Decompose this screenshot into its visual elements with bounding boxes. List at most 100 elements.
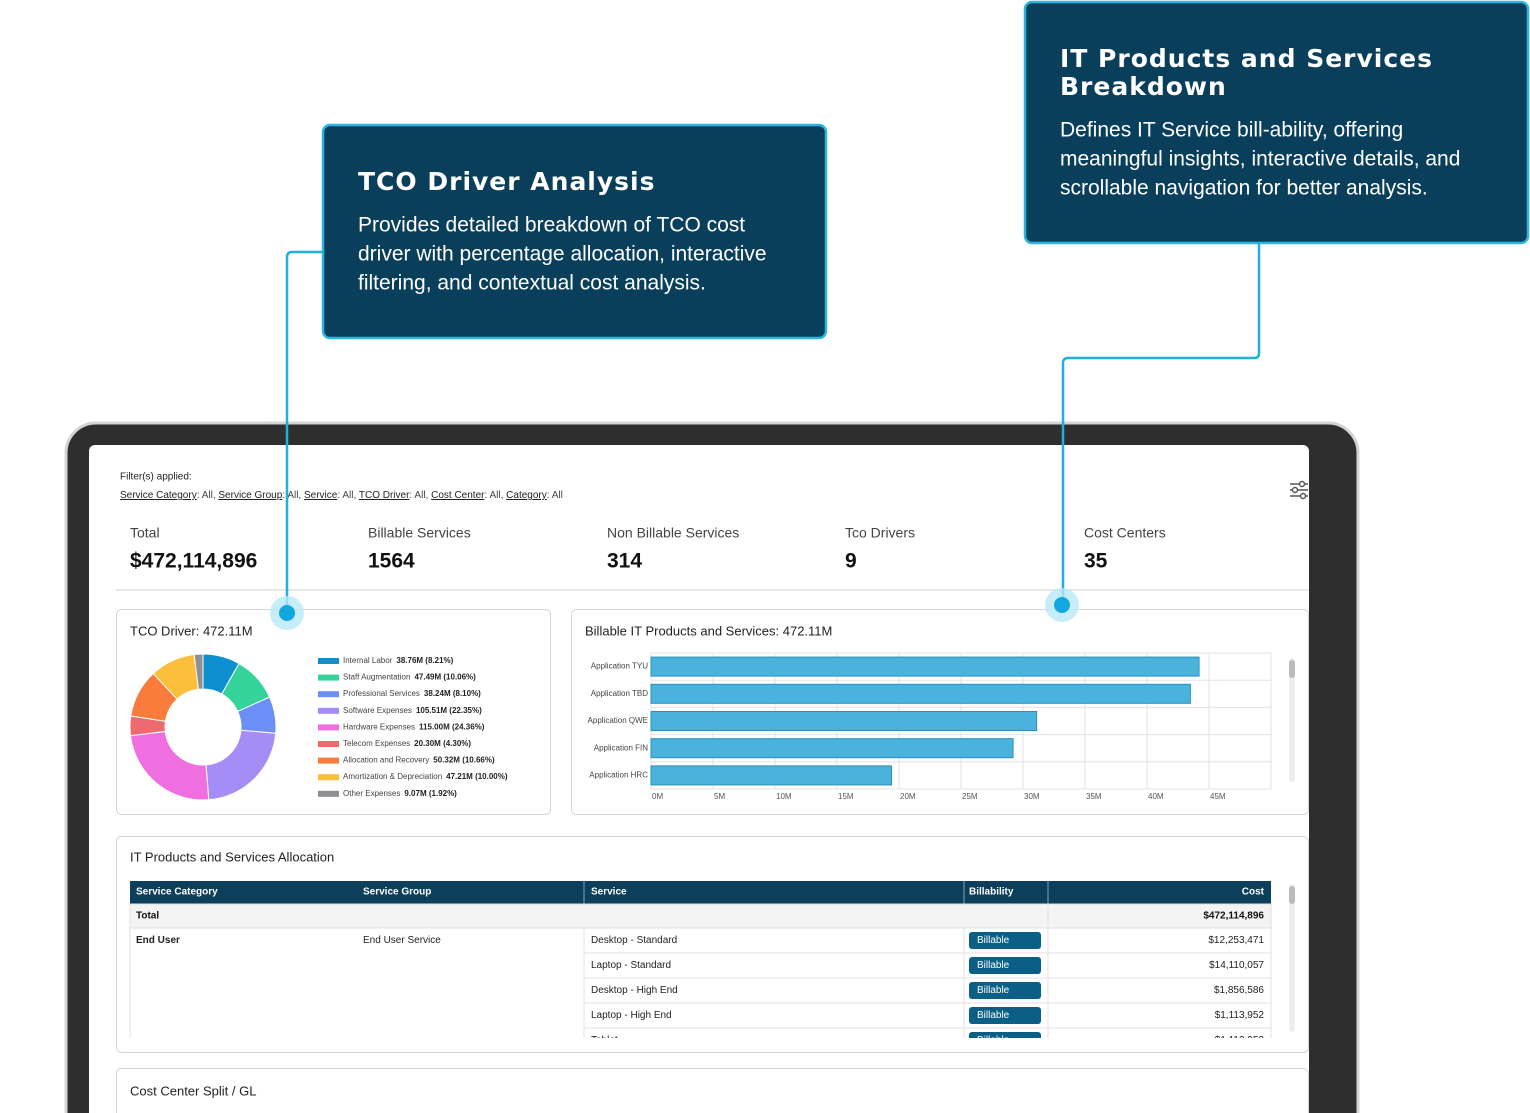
- bar[interactable]: [650, 711, 1038, 731]
- billability: Billable: [977, 1010, 1010, 1021]
- table-cell: Laptop - Standard: [591, 960, 671, 971]
- table-cell: End User Service: [363, 935, 441, 946]
- total-label: Total: [136, 911, 159, 922]
- billability: Billable: [977, 985, 1010, 996]
- total-value: $472,114,896: [1203, 911, 1264, 922]
- filter-value: : All,: [197, 490, 219, 501]
- callout-text: Defines IT Service bill-ability, offerin…: [1060, 119, 1403, 142]
- billability: Billable: [977, 935, 1010, 946]
- column-header: Service Group: [363, 887, 431, 898]
- x-tick-label: 25M: [962, 792, 978, 801]
- bar[interactable]: [650, 656, 1200, 677]
- x-tick-label: 30M: [1024, 792, 1040, 801]
- legend-name: Hardware Expenses: [343, 723, 415, 732]
- legend-value: 9.07M (1.92%): [404, 789, 457, 798]
- table-header: [130, 881, 1271, 904]
- legend-value: 50.32M (10.66%): [433, 756, 495, 765]
- billability-badge[interactable]: [969, 1032, 1041, 1049]
- column-header: Billability: [969, 887, 1014, 898]
- filter-value: : All: [547, 490, 563, 501]
- table-cell: $1,856,586: [1214, 985, 1264, 996]
- legend-swatch: [318, 741, 339, 747]
- legend-swatch: [318, 674, 339, 681]
- legend-name: Other Expenses: [343, 789, 400, 798]
- x-tick-label: 40M: [1148, 792, 1164, 801]
- legend-entry[interactable]: Staff Augmentation 47.49M (10.06%): [343, 673, 476, 682]
- filter-key[interactable]: Category: [506, 490, 547, 501]
- legend-swatch: [318, 774, 339, 781]
- table-cell: Desktop - Standard: [591, 935, 677, 946]
- hotspot[interactable]: [279, 605, 295, 621]
- y-tick-label: Application HRC: [589, 771, 648, 780]
- legend-entry[interactable]: Internal Labor 38.76M (8.21%): [343, 656, 454, 665]
- legend-entry[interactable]: Professional Services 38.24M (8.10%): [343, 689, 481, 698]
- billability-badge[interactable]: [969, 932, 1041, 949]
- kpi-label: Non Billable Services: [607, 525, 739, 541]
- donut-slice[interactable]: [193, 653, 204, 690]
- kpi-label: Billable Services: [368, 525, 471, 541]
- legend-name: Software Expenses: [343, 706, 412, 715]
- x-tick-label: 20M: [900, 792, 916, 801]
- connector: [285, 250, 323, 613]
- billability-badge[interactable]: [969, 957, 1041, 974]
- legend-entry[interactable]: Other Expenses 9.07M (1.92%): [343, 789, 457, 798]
- bar[interactable]: [650, 683, 1191, 704]
- filter-key[interactable]: TCO Driver: [359, 490, 410, 501]
- filter-key[interactable]: Service: [304, 490, 338, 501]
- filter-line: Service Category: All, Service Group: Al…: [120, 490, 563, 501]
- legend-entry[interactable]: Software Expenses 105.51M (22.35%): [343, 706, 482, 715]
- legend-entry[interactable]: Hardware Expenses 115.00M (24.36%): [343, 723, 485, 732]
- legend-entry[interactable]: Allocation and Recovery 50.32M (10.66%): [343, 756, 495, 765]
- filter-value: : All,: [337, 490, 359, 501]
- legend-name: Internal Labor: [343, 656, 393, 665]
- legend-name: Staff Augmentation: [343, 673, 410, 682]
- hotspot[interactable]: [1054, 597, 1070, 613]
- table-cell: Tablet: [591, 1035, 618, 1046]
- y-tick-label: Application TBD: [591, 689, 648, 698]
- filter-key[interactable]: Cost Center: [431, 490, 485, 501]
- x-tick-label: 10M: [776, 792, 792, 801]
- scrollbar-thumb[interactable]: [1289, 660, 1295, 678]
- x-tick-label: 0M: [652, 792, 663, 801]
- kpi-value: 9: [845, 550, 857, 573]
- callout-text: meaningful insights, interactive details…: [1060, 148, 1460, 171]
- scrollbar[interactable]: [1289, 658, 1295, 782]
- legend-value: 105.51M (22.35%): [416, 706, 482, 715]
- legend-swatch: [318, 790, 339, 797]
- filter-key[interactable]: Service Group: [218, 490, 282, 501]
- legend-name: Amortization & Depreciation: [343, 772, 442, 781]
- table-cell: Desktop - High End: [591, 985, 678, 996]
- table-cell: $1,113,952: [1215, 1035, 1265, 1046]
- kpi-label: Total: [130, 525, 160, 541]
- table-title: IT Products and Services Allocation: [130, 849, 334, 864]
- callout-box: [321, 123, 828, 340]
- table: Service Category Service Group Service Bill…: [129, 881, 1272, 1049]
- table-cell: Laptop - High End: [591, 1010, 672, 1021]
- legend-name: Telecom Expenses: [343, 739, 410, 748]
- kpi-value: 1564: [368, 550, 415, 573]
- x-tick-label: 45M: [1210, 792, 1226, 801]
- filter-value: : All,: [282, 490, 304, 501]
- legend-swatch: [318, 658, 339, 664]
- filter-key[interactable]: Service Category: [120, 490, 197, 501]
- legend-value: 115.00M (24.36%): [419, 723, 485, 732]
- scrollbar[interactable]: [1289, 884, 1295, 1032]
- billability-badge[interactable]: [969, 982, 1041, 999]
- bar[interactable]: [650, 738, 1014, 759]
- column-header: Cost: [1242, 887, 1265, 898]
- y-tick-label: Application FIN: [594, 743, 648, 752]
- bar[interactable]: [650, 765, 893, 786]
- billability-badge[interactable]: [969, 1007, 1041, 1024]
- legend-swatch: [318, 691, 339, 698]
- scrollbar-thumb[interactable]: [1289, 886, 1295, 904]
- legend-swatch: [318, 707, 339, 714]
- panel: [116, 836, 1309, 1053]
- callout-title: IT Products and Services: [1060, 44, 1433, 73]
- legend-entry[interactable]: Telecom Expenses 20.30M (4.30%): [343, 739, 471, 748]
- kpi-label: Cost Centers: [1084, 525, 1166, 541]
- filter-icon[interactable]: [1290, 480, 1308, 500]
- billability: Billable: [977, 1035, 1010, 1046]
- legend-value: 38.24M (8.10%): [424, 689, 481, 698]
- legend-entry[interactable]: Amortization & Depreciation 47.21M (10.00…: [343, 772, 508, 781]
